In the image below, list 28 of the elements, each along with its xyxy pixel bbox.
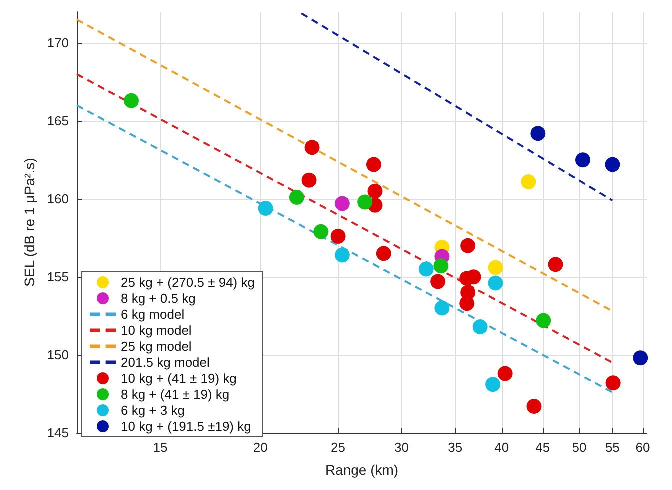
x-tick-label: 25 [331,440,346,455]
x-tick-label: 20 [253,440,268,455]
legend-label: 201.5 kg model [121,355,210,370]
x-tick-label: 45 [536,440,550,455]
y-tick-label: 160 [47,192,69,207]
y-axis-title: SEL (dB re 1 μPa².s) [21,158,38,287]
legend-label: 10 kg + (41 ± 19) kg [121,371,237,386]
x-tick-label: 15 [153,440,168,455]
legend-label: 25 kg model [121,339,192,354]
legend-label: 25 kg + (270.5 ± 94) kg [121,275,255,290]
legend-label: 6 kg model [121,307,185,322]
x-tick-label: 35 [448,440,463,455]
x-tick-label: 40 [494,440,510,455]
legend-label: 6 kg + 3 kg [121,403,185,418]
legend-label: 10 kg + (191.5 ±19) kg [121,419,252,434]
x-tick-label: 30 [394,440,409,455]
x-axis-title: Range (km) [325,462,399,478]
y-tick-label: 150 [47,348,69,363]
y-tick-label: 170 [47,36,69,51]
x-tick-label: 55 [605,440,620,455]
x-tick-label: 60 [636,440,650,455]
y-tick-label: 145 [47,426,69,440]
y-tick-label: 155 [47,270,69,285]
y-tick-label: 165 [47,114,69,129]
legend-label: 10 kg model [121,323,192,338]
x-tick-label: 50 [572,440,587,455]
legend-label: 8 kg + 0.5 kg [121,291,196,306]
legend-label: 8 kg + (41 ± 19) kg [121,387,230,402]
